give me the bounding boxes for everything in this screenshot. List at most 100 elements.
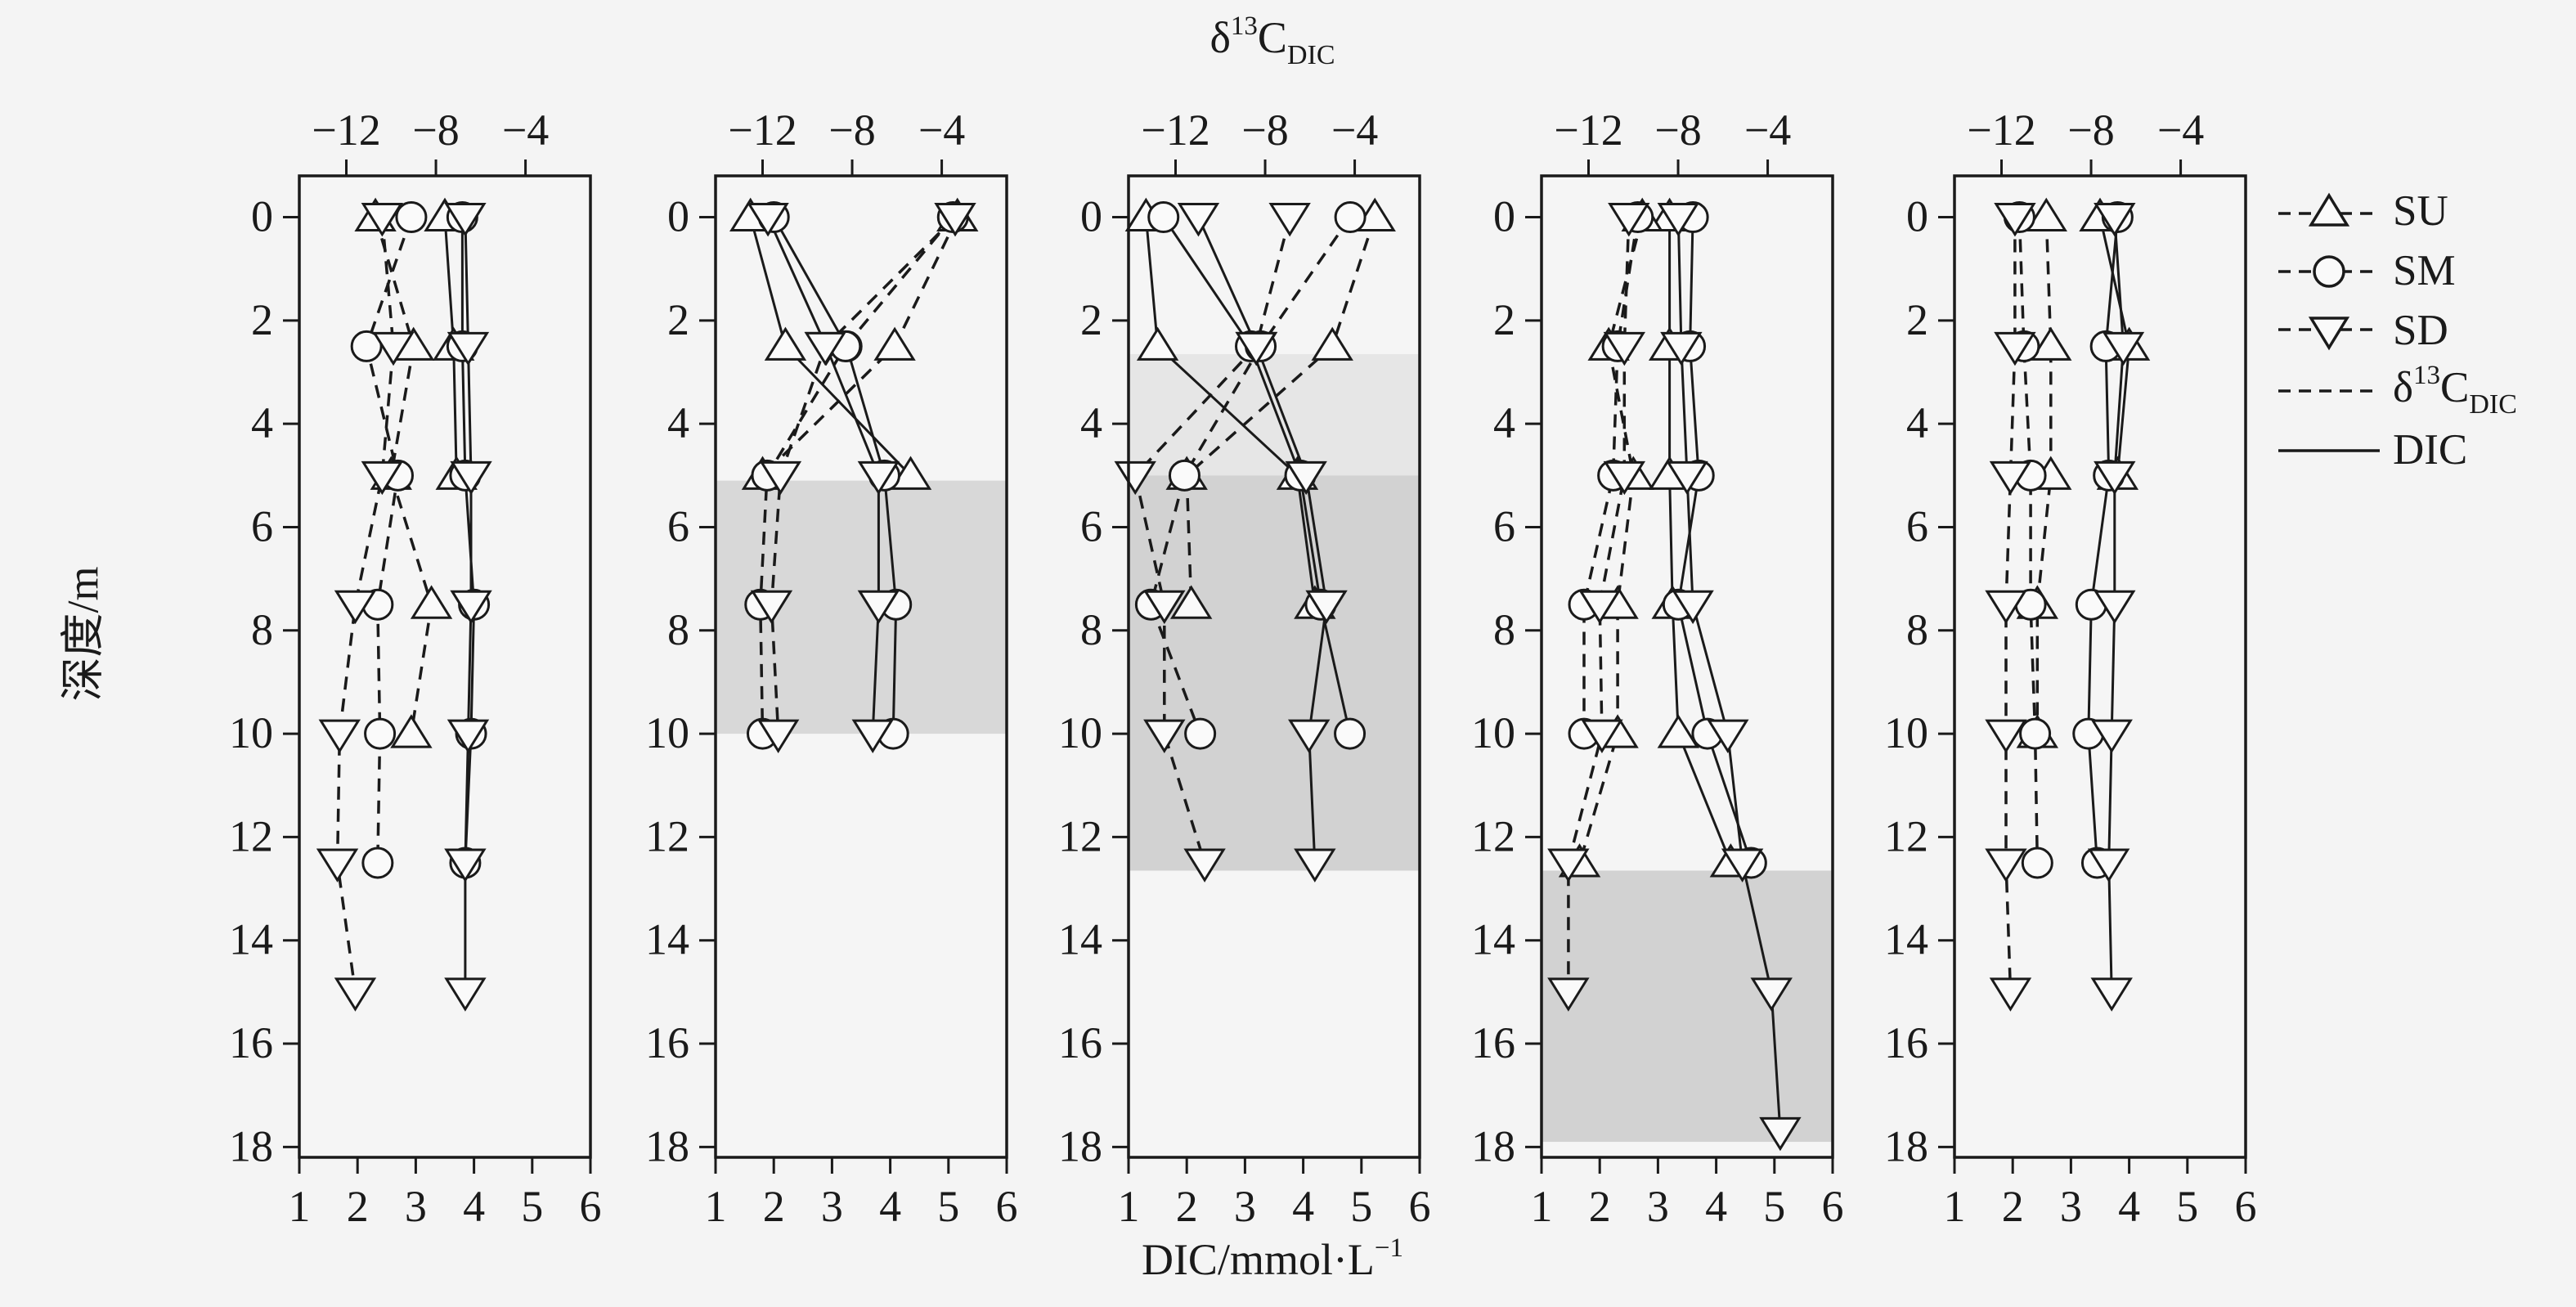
legend-label-sm: SM — [2393, 247, 2456, 294]
depth-tick-label: 6 — [1906, 501, 1928, 550]
bottom-tick-label: 3 — [2060, 1182, 2082, 1231]
bottom-tick-label: 5 — [2176, 1182, 2198, 1231]
triangle-down-marker — [1177, 203, 1220, 237]
triangle-up-marker — [1136, 326, 1179, 361]
depth-tick-label: 16 — [229, 1018, 273, 1067]
top-tick-label: −8 — [412, 106, 459, 155]
line-panel-3-SM-d13C — [1149, 216, 1352, 734]
triangle-down-marker — [747, 203, 789, 237]
depth-tick-label: 10 — [1884, 708, 1928, 757]
panel-frame — [1953, 174, 2247, 1159]
panel-frame — [1127, 174, 1421, 1159]
depth-tick-label: 4 — [251, 398, 273, 447]
triangle-up-marker — [1311, 326, 1353, 361]
circle-icon — [2313, 254, 2345, 288]
bottom-tick-label: 2 — [347, 1182, 369, 1231]
line-panel-1-SM-d13C — [365, 216, 413, 864]
legend-item-sd: SD — [2275, 301, 2517, 361]
depth-tick-label: 18 — [1058, 1121, 1102, 1170]
bottom-tick-label: 4 — [463, 1182, 485, 1231]
depth-tick-label: 16 — [1471, 1018, 1515, 1067]
x-axis-label-sup: −1 — [1374, 1233, 1404, 1263]
triangle-up-marker — [390, 714, 433, 748]
legend-label-dic: DIC — [2393, 426, 2468, 474]
legend-swatch-d13c — [2278, 389, 2380, 393]
bottom-tick-label: 1 — [705, 1182, 727, 1231]
legend-d13c-sub: DIC — [2469, 389, 2517, 420]
top-tick-label: −4 — [502, 106, 549, 155]
bottom-tick-label: 6 — [580, 1182, 602, 1231]
line-panel-4-SU-d13C — [1577, 217, 1644, 864]
triangle-up-marker — [889, 456, 932, 490]
triangle-down-marker — [1985, 848, 2027, 883]
triangle-down-marker — [334, 977, 377, 1012]
triangle-down-marker — [756, 719, 800, 753]
triangle-down-marker — [1547, 977, 1590, 1012]
legend-item-d13c: δ13CDIC — [2275, 361, 2517, 420]
line-panel-5-SM-d13C — [2017, 217, 2040, 864]
shaded-depth-band — [1129, 353, 1420, 476]
shaded-depth-band — [1542, 870, 1833, 1143]
line-panel-5-SM-DIC — [2087, 217, 2119, 864]
bottom-tick-label: 5 — [1350, 1182, 1372, 1231]
triangle-down-marker — [318, 719, 361, 753]
depth-tick-label: 14 — [1884, 915, 1928, 964]
circle-marker — [2021, 847, 2053, 879]
bottom-tick-label: 2 — [1176, 1182, 1198, 1231]
triangle-down-marker — [444, 977, 487, 1012]
series-markers — [729, 197, 979, 753]
depth-tick-label: 0 — [1493, 192, 1515, 241]
bottom-tick-label: 1 — [1944, 1182, 1966, 1231]
triangle-down-marker — [444, 203, 487, 237]
triangle-down-marker — [1288, 719, 1331, 753]
depth-tick-label: 10 — [1471, 708, 1515, 757]
triangle-down-marker — [1672, 590, 1714, 625]
depth-tick-label: 8 — [1493, 605, 1515, 654]
depth-tick-label: 12 — [1471, 811, 1515, 860]
triangle-down-marker — [2087, 848, 2130, 883]
top-tick-label: −12 — [312, 106, 380, 155]
depth-tick-label: 0 — [667, 192, 689, 241]
triangle-down-marker — [2094, 590, 2136, 625]
depth-tick-label: 6 — [251, 501, 273, 550]
triangle-down-marker — [1114, 460, 1156, 496]
top-tick-label: −12 — [728, 106, 797, 155]
line-panel-4-SD-DIC — [1676, 217, 1782, 1132]
triangle-up-marker — [2030, 326, 2072, 361]
depth-tick-label: 4 — [1906, 398, 1928, 447]
top-tick-label: −8 — [1654, 106, 1701, 155]
line-panel-3-SD-d13C — [1133, 217, 1291, 864]
bottom-tick-label: 6 — [1822, 1182, 1844, 1231]
bottom-tick-label: 1 — [289, 1182, 311, 1231]
triangle-up-marker — [764, 326, 807, 361]
line-panel-3-SU-d13C — [1185, 216, 1376, 605]
panel-frame — [1540, 174, 1834, 1159]
depth-tick-label: 12 — [645, 811, 689, 860]
legend-d13c-base: C — [2439, 364, 2470, 411]
circle-marker — [1168, 459, 1200, 492]
top-axis-title-sup: 13 — [1230, 11, 1258, 41]
top-tick-label: −4 — [1744, 106, 1791, 155]
panel-background — [1954, 176, 2246, 1157]
bottom-tick-label: 5 — [521, 1182, 543, 1231]
triangle-up-icon — [2308, 192, 2350, 227]
triangle-down-marker — [1603, 331, 1646, 366]
triangle-down-marker — [1268, 203, 1311, 237]
triangle-down-marker — [759, 460, 802, 496]
legend-swatch-sd — [2278, 316, 2380, 350]
depth-tick-label: 12 — [1884, 811, 1928, 860]
bottom-tick-label: 3 — [1647, 1182, 1669, 1231]
bottom-tick-label: 5 — [1763, 1182, 1785, 1231]
depth-tick-label: 2 — [667, 295, 689, 344]
series-markers — [1114, 197, 1396, 883]
triangle-up-marker — [410, 585, 453, 619]
line-panel-3-SD-DIC — [1197, 216, 1328, 864]
top-tick-label: −12 — [1141, 106, 1209, 155]
depth-tick-label: 6 — [667, 501, 689, 550]
triangle-down-marker — [2102, 331, 2145, 366]
depth-tick-label: 18 — [1471, 1121, 1515, 1170]
depth-tick-label: 12 — [1058, 811, 1102, 860]
triangle-down-marker — [857, 590, 900, 625]
depth-tick-label: 0 — [251, 192, 273, 241]
